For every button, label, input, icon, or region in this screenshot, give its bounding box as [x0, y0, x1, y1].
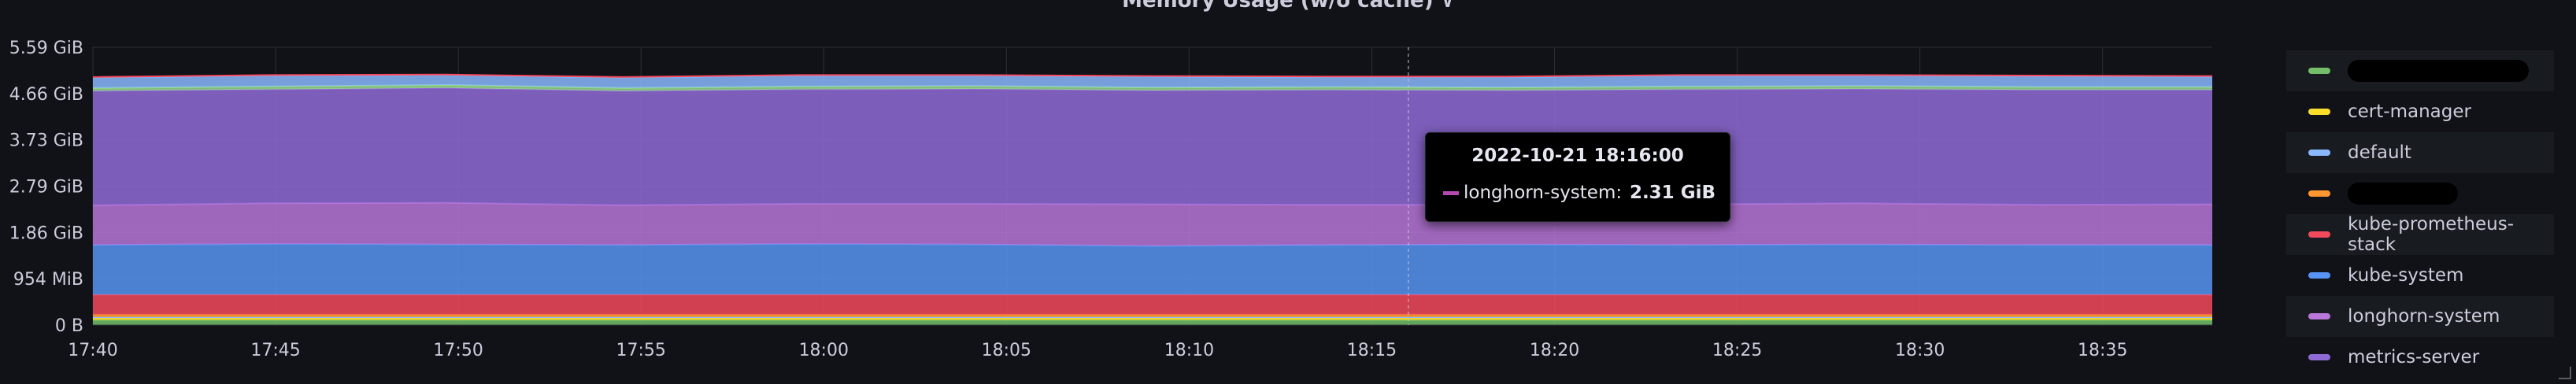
x-tick-label: 17:40 [68, 341, 117, 360]
legend-swatch [2308, 231, 2330, 238]
x-tick-label: 18:35 [2078, 341, 2127, 360]
chart-tooltip: 2022-10-21 18:16:00 longhorn-system: 2.3… [1425, 132, 1730, 222]
tooltip-time: 2022-10-21 18:16:00 [1471, 146, 1684, 166]
legend-item[interactable] [2286, 173, 2554, 214]
series-area-6 [93, 202, 2212, 246]
legend-item[interactable]: kube-prometheus-stack [2286, 214, 2554, 255]
legend-item[interactable]: longhorn-system [2286, 296, 2554, 337]
y-tick-label: 0 B [55, 316, 83, 336]
x-tick-label: 18:10 [1164, 341, 1214, 360]
legend-swatch [2308, 109, 2330, 115]
x-tick-label: 18:05 [982, 341, 1031, 360]
y-tick-label: 3.73 GiB [9, 131, 83, 151]
y-tick-label: 954 MiB [13, 270, 83, 290]
series-area-5 [93, 244, 2212, 295]
tooltip-series-name: longhorn-system: [1464, 183, 1623, 203]
x-tick-label: 18:00 [799, 341, 849, 360]
legend-swatch [2308, 150, 2330, 156]
redacted-label [2348, 60, 2529, 82]
legend-label: cert-manager [2348, 102, 2471, 122]
legend-swatch [2308, 190, 2330, 197]
series-area-7 [93, 87, 2212, 205]
tooltip-row: longhorn-system: 2.31 GiB [1443, 179, 1715, 207]
x-tick-label: 17:45 [250, 341, 300, 360]
legend-swatch [2308, 313, 2330, 319]
chart-plot-area[interactable]: 0 B 954 MiB 1.86 GiB 2.79 GiB 3.73 GiB 4.66 G… [0, 0, 2252, 384]
legend-label: metrics-server [2348, 347, 2480, 367]
legend-item[interactable]: default [2286, 132, 2554, 173]
panel-title-text: Memory Usage (w/o cache) [1122, 0, 1434, 13]
legend-label: longhorn-system [2348, 306, 2500, 327]
y-tick-label: 2.79 GiB [9, 178, 83, 198]
legend-swatch [2308, 68, 2330, 74]
x-tick-label: 17:50 [433, 341, 483, 360]
x-tick-label: 18:15 [1347, 341, 1397, 360]
y-tick-label: 1.86 GiB [9, 223, 83, 243]
y-tick-label: 5.59 GiB [9, 39, 83, 58]
y-tick-label: 4.66 GiB [9, 85, 83, 105]
legend-item[interactable]: metrics-server [2286, 337, 2554, 378]
chevron-down-icon: ∨ [1441, 0, 1454, 11]
legend-swatch [2308, 272, 2330, 279]
chart-legend: cert-manager default kube-prometheus-stack… [2286, 50, 2554, 378]
legend-item[interactable]: kube-system [2286, 255, 2554, 296]
legend-swatch [2308, 354, 2330, 360]
legend-item[interactable] [2286, 50, 2554, 91]
legend-label: default [2348, 142, 2411, 163]
series-line-10 [92, 73, 2213, 78]
legend-item[interactable]: cert-manager [2286, 91, 2554, 132]
x-tick-label: 18:30 [1895, 341, 1945, 360]
x-tick-label: 17:55 [616, 341, 666, 360]
resize-handle[interactable] [2559, 367, 2571, 379]
legend-label: kube-system [2348, 265, 2464, 286]
tooltip-value: 2.31 GiB [1629, 183, 1715, 203]
redacted-label [2348, 183, 2458, 205]
panel-title[interactable]: Memory Usage (w/o cache) ∨ [0, 0, 2576, 13]
tooltip-series-swatch [1443, 190, 1459, 195]
series-area-0 [93, 319, 2212, 325]
x-tick-label: 18:20 [1530, 341, 1579, 360]
legend-label: kube-prometheus-stack [2348, 214, 2515, 255]
series-area-4 [93, 294, 2212, 315]
x-tick-label: 18:25 [1712, 341, 1762, 360]
